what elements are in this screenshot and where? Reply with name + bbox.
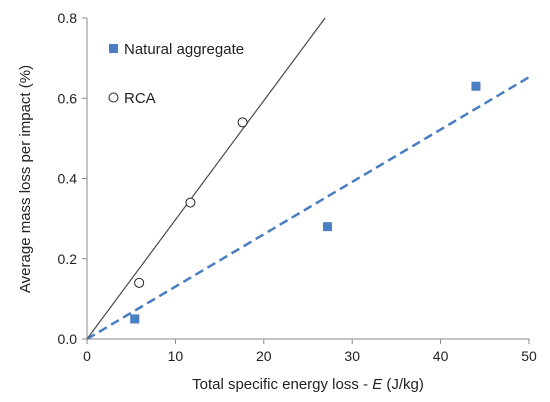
legend: Natural aggregate RCA [108,41,244,107]
y-tick-label: 0.4 [58,171,78,187]
point-rca [134,277,145,288]
legend-label-natural-aggregate: Natural aggregate [124,41,244,58]
trendlines [86,17,530,341]
y-axis-title: Average mass loss per impact (%) [17,65,34,293]
trendline-natural-aggregate [86,76,530,341]
legend-marker-natural-aggregate [109,44,118,53]
legend-marker-rca [108,92,119,103]
x-tick-label: 50 [521,348,537,364]
axes [86,18,529,340]
data-points [130,81,481,324]
point-natural-aggregate [322,222,332,232]
y-tick-label: 0.8 [58,10,78,26]
y-tick-label: 0.0 [58,331,78,347]
x-tick-label: 30 [344,348,360,364]
point-rca [185,197,196,208]
x-axis-ticks: 0 10 20 30 40 50 [83,339,537,364]
trendline-rca [86,17,326,340]
x-tick-label: 0 [83,348,91,364]
point-natural-aggregate [471,81,481,91]
x-tick-label: 10 [168,348,184,364]
point-rca [237,117,248,128]
y-tick-label: 0.6 [58,90,78,106]
y-axis-ticks: 0.0 0.2 0.4 0.6 0.8 [58,10,87,347]
legend-label-rca: RCA [124,90,156,107]
x-axis-title-prefix: Total specific energy loss - [192,376,372,393]
x-axis-title-symbol: E [372,376,383,393]
x-axis-title-unit: (J/kg) [382,376,424,393]
x-tick-label: 20 [256,348,272,364]
x-axis-title: Total specific energy loss - E (J/kg) [192,376,424,393]
y-tick-label: 0.2 [58,251,78,267]
x-tick-label: 40 [433,348,449,364]
point-natural-aggregate [130,314,140,324]
